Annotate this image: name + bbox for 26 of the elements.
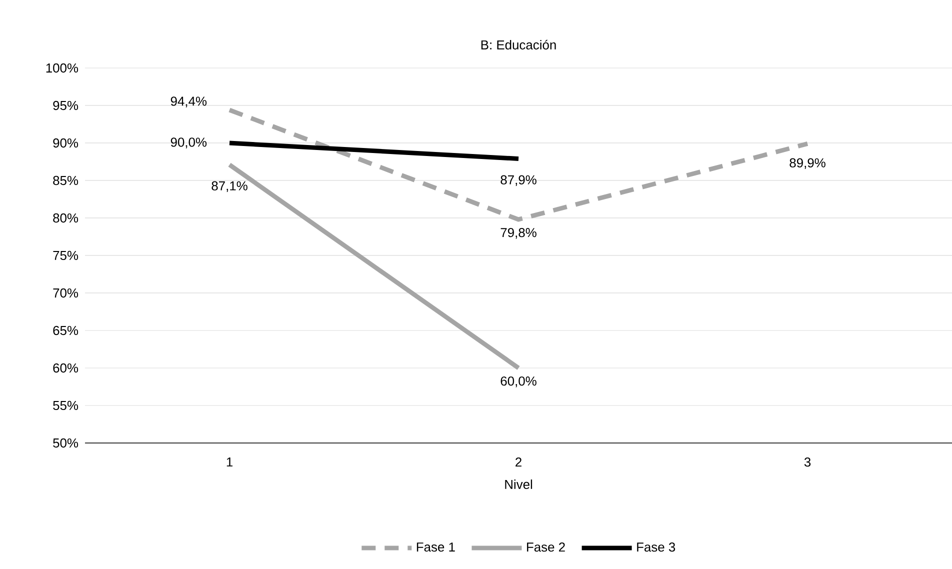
y-tick-label: 55% [53, 400, 78, 410]
data-label: 60,0% [500, 376, 536, 388]
legend-label: Fase 1 [416, 542, 455, 552]
y-tick-label: 60% [53, 363, 78, 373]
y-tick-label: 50% [53, 438, 78, 448]
x-tick-label: 1 [226, 458, 232, 466]
legend-label: Fase 3 [637, 542, 676, 552]
y-tick-label: 95% [53, 100, 78, 110]
chart-title: B: Educación [481, 40, 556, 50]
y-tick-label: 75% [53, 250, 78, 260]
data-label: 89,9% [790, 158, 826, 169]
x-axis-title: Nivel [505, 480, 532, 490]
y-tick-label: 70% [53, 288, 78, 298]
data-label: 90,0% [170, 138, 207, 148]
y-tick-label: 80% [53, 213, 78, 223]
y-tick-label: 85% [53, 176, 78, 186]
data-label: 87,9% [500, 175, 536, 186]
y-tick-label: 65% [53, 326, 78, 336]
legend-label: Fase 2 [527, 542, 565, 552]
y-tick-label: 100% [46, 63, 78, 73]
x-tick-label: 2 [516, 458, 522, 467]
y-tick-label: 90% [53, 138, 78, 148]
data-label: 87,1% [212, 181, 248, 192]
data-label: 94,4% [170, 96, 207, 108]
data-label: 79,8% [500, 228, 536, 239]
x-tick-label: 3 [804, 458, 811, 467]
